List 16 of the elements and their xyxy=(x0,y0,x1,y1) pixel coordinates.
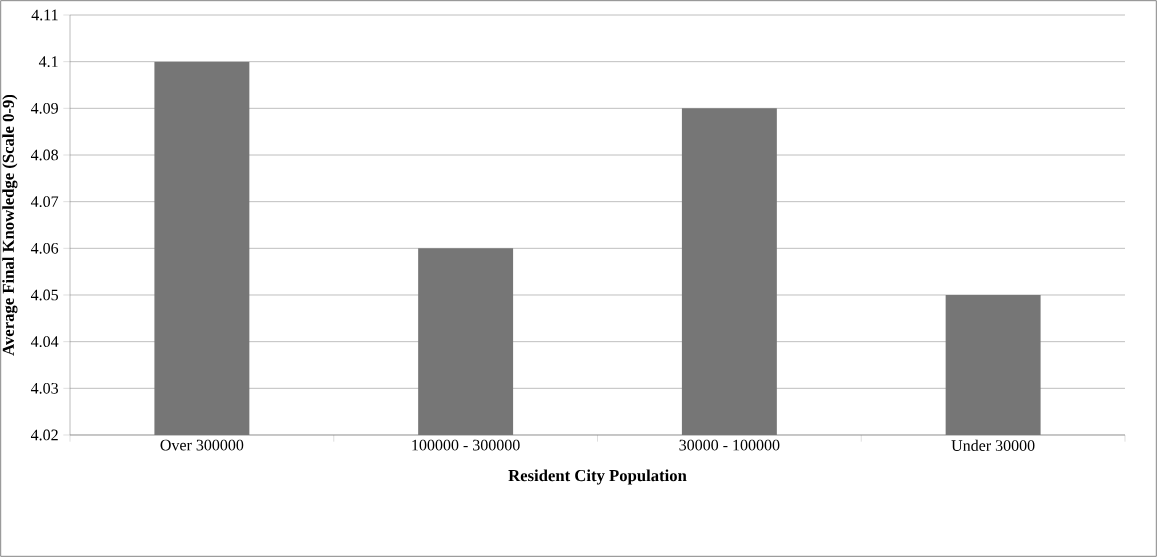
x-tick-label: Over 300000 xyxy=(160,439,244,451)
y-axis-title: Average Final Knowledge (Scale 0-9) xyxy=(2,94,18,356)
y-tick-label: 4.04 xyxy=(30,336,59,348)
x-tick-label: 30000 - 100000 xyxy=(679,439,780,451)
x-tick-label: 100000 - 300000 xyxy=(412,439,520,451)
y-tick-label: 4.05 xyxy=(30,289,59,301)
y-tick-label: 4.1 xyxy=(38,56,58,68)
x-axis-title: Resident City Population xyxy=(508,469,687,485)
y-tick-label: 4.07 xyxy=(30,196,59,208)
y-tick-label: 4.09 xyxy=(30,102,58,114)
y-tick-label: 4.03 xyxy=(30,382,59,394)
y-tick-label: 4.02 xyxy=(30,429,58,441)
x-tick-label: Under 30000 xyxy=(951,439,1035,451)
y-tick-label: 4.06 xyxy=(30,242,59,254)
y-tick-label: 4.08 xyxy=(30,149,59,161)
y-tick-label: 4.11 xyxy=(31,9,58,21)
